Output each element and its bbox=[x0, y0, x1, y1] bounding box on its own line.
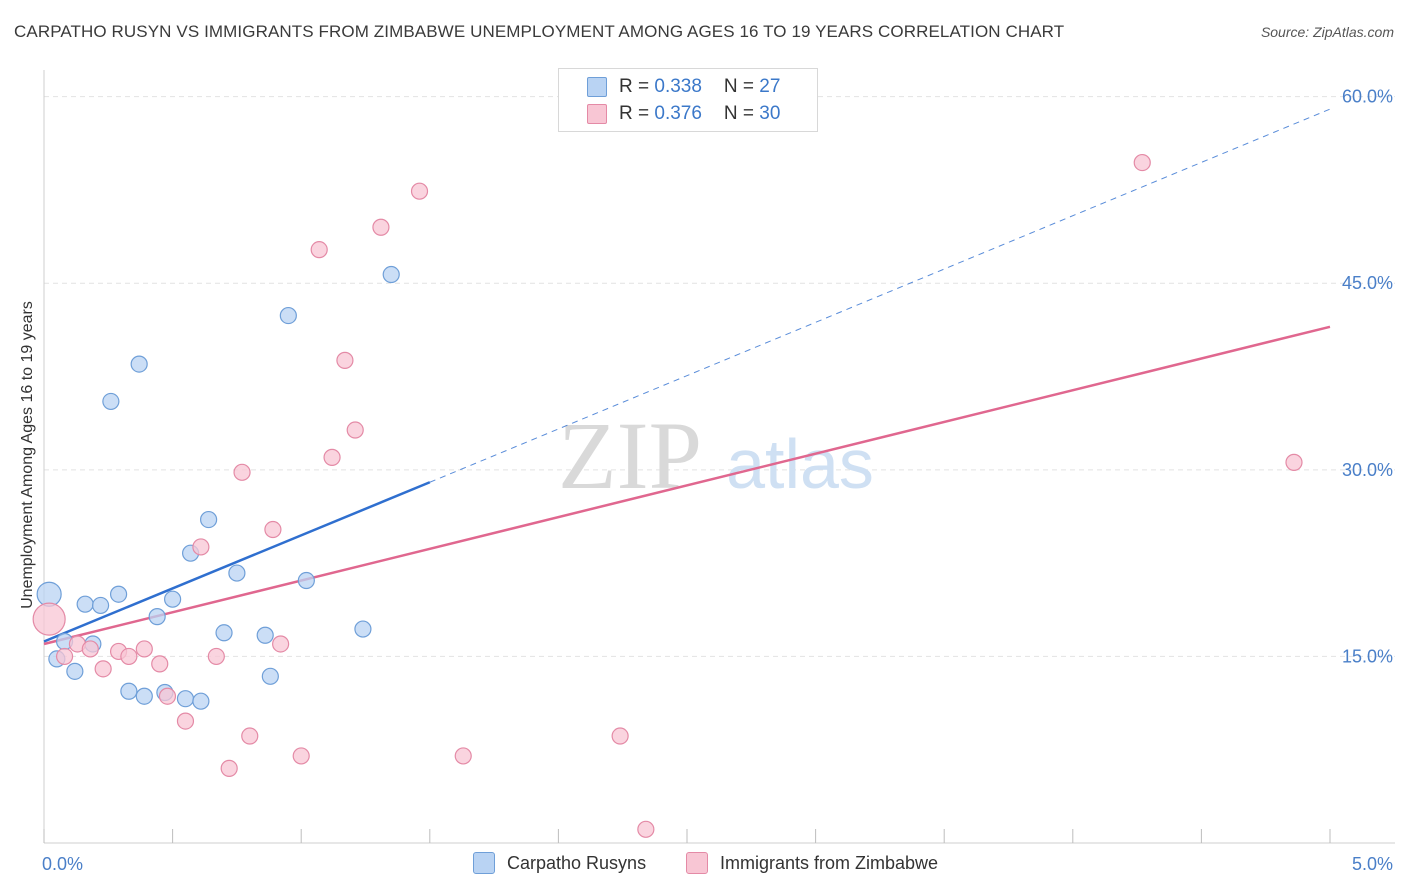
point-carpatho-rusyns bbox=[176, 690, 195, 708]
legend-n-label: N = bbox=[723, 76, 760, 97]
point-zimbabwe bbox=[55, 647, 74, 666]
point-zimbabwe bbox=[120, 647, 138, 666]
y-tick-label: 30.0% bbox=[1342, 460, 1393, 480]
point-carpatho-rusyns bbox=[91, 596, 110, 615]
data-points bbox=[32, 153, 1303, 838]
point-carpatho-rusyns bbox=[382, 265, 400, 284]
y-tick-label: 60.0% bbox=[1342, 87, 1393, 107]
bottom-legend-zimbabwe: Immigrants from Zimbabwe bbox=[686, 852, 938, 874]
point-zimbabwe bbox=[454, 747, 472, 765]
point-zimbabwe bbox=[151, 655, 169, 673]
point-zimbabwe bbox=[1285, 453, 1303, 471]
point-zimbabwe bbox=[220, 759, 238, 777]
point-carpatho-rusyns bbox=[228, 564, 246, 582]
legend-r-value: 0.376 bbox=[654, 103, 702, 124]
point-zimbabwe bbox=[292, 747, 310, 765]
point-zimbabwe bbox=[233, 463, 251, 481]
point-zimbabwe bbox=[192, 538, 210, 556]
point-carpatho-rusyns bbox=[109, 585, 128, 603]
point-zimbabwe bbox=[372, 218, 390, 236]
point-zimbabwe bbox=[346, 421, 364, 439]
trend-line-zimbabwe bbox=[43, 325, 1331, 646]
point-carpatho-rusyns bbox=[135, 687, 153, 705]
point-carpatho-rusyns bbox=[192, 692, 210, 710]
point-zimbabwe bbox=[264, 520, 282, 539]
x-tick-label: 5.0% bbox=[1352, 854, 1393, 874]
point-zimbabwe bbox=[336, 351, 354, 369]
point-zimbabwe bbox=[310, 241, 328, 259]
point-zimbabwe bbox=[611, 727, 629, 745]
point-carpatho-rusyns bbox=[76, 595, 94, 613]
point-carpatho-rusyns bbox=[66, 662, 84, 680]
bottom-legend-carpatho: Carpatho Rusyns bbox=[473, 852, 646, 874]
point-carpatho-rusyns bbox=[130, 355, 148, 373]
point-zimbabwe bbox=[94, 660, 112, 678]
point-zimbabwe bbox=[81, 640, 99, 658]
point-carpatho-rusyns bbox=[120, 682, 138, 700]
point-carpatho-rusyns bbox=[200, 510, 218, 529]
legend-r-label: R = bbox=[619, 103, 655, 124]
point-zimbabwe bbox=[272, 635, 290, 653]
trend-line-carpatho-dashed bbox=[429, 108, 1331, 483]
point-zimbabwe bbox=[1133, 153, 1151, 172]
point-zimbabwe bbox=[176, 712, 195, 730]
axes bbox=[43, 70, 1395, 844]
point-carpatho-rusyns bbox=[297, 571, 315, 590]
tick-labels: 15.0% 30.0% 45.0% 60.0% 0.0% 5.0% bbox=[42, 87, 1393, 874]
legend-n-label: N = bbox=[723, 103, 760, 124]
point-zimbabwe bbox=[207, 647, 225, 666]
point-carpatho-rusyns bbox=[354, 620, 372, 638]
point-carpatho-rusyns bbox=[261, 667, 279, 685]
legend-swatch-blue bbox=[587, 77, 607, 97]
point-zimbabwe bbox=[410, 182, 429, 200]
legend-n-value: 30 bbox=[759, 103, 781, 124]
grid-lines bbox=[44, 96, 1395, 657]
point-carpatho-rusyns bbox=[164, 590, 182, 608]
bottom-legend-label-zimbabwe: Immigrants from Zimbabwe bbox=[720, 852, 939, 873]
trend-lines bbox=[43, 108, 1331, 646]
bottom-legend-swatch-pink bbox=[686, 852, 708, 874]
x-tick-label: 0.0% bbox=[42, 854, 83, 874]
trend-line-carpatho bbox=[43, 481, 431, 643]
watermark-atlas: atlas bbox=[726, 425, 874, 503]
point-carpatho-rusyns bbox=[148, 608, 166, 626]
point-zimbabwe bbox=[158, 687, 177, 705]
y-tick-label: 45.0% bbox=[1342, 273, 1393, 293]
point-zimbabwe bbox=[323, 448, 341, 466]
stats-legend: R = 0.338 N = 27 R = 0.376 N = 30 bbox=[558, 68, 818, 132]
watermark-zip: ZIP bbox=[558, 402, 702, 509]
point-carpatho-rusyns bbox=[215, 624, 233, 642]
point-zimbabwe bbox=[135, 640, 153, 658]
legend-r-label: R = bbox=[619, 76, 655, 97]
point-carpatho-rusyns bbox=[102, 392, 120, 411]
bottom-legend-label-carpatho: Carpatho Rusyns bbox=[507, 852, 647, 873]
y-tick-label: 15.0% bbox=[1342, 646, 1393, 666]
legend-stats-carpatho: R = 0.338 N = 27 bbox=[619, 76, 780, 98]
legend-r-value: 0.338 bbox=[654, 76, 702, 97]
point-carpatho-rusyns bbox=[279, 306, 297, 325]
chart-title: CARPATHO RUSYN VS IMMIGRANTS FROM ZIMBAB… bbox=[14, 22, 1065, 41]
point-zimbabwe bbox=[32, 602, 66, 636]
point-zimbabwe bbox=[637, 820, 655, 838]
legend-swatch-pink bbox=[587, 104, 607, 124]
source-credit: Source: ZipAtlas.com bbox=[1260, 24, 1394, 40]
legend-stats-zimbabwe: R = 0.376 N = 30 bbox=[619, 103, 780, 125]
bottom-legend-swatch-blue bbox=[473, 852, 495, 874]
point-carpatho-rusyns bbox=[256, 626, 274, 644]
legend-n-value: 27 bbox=[759, 76, 781, 97]
point-zimbabwe bbox=[241, 727, 259, 745]
